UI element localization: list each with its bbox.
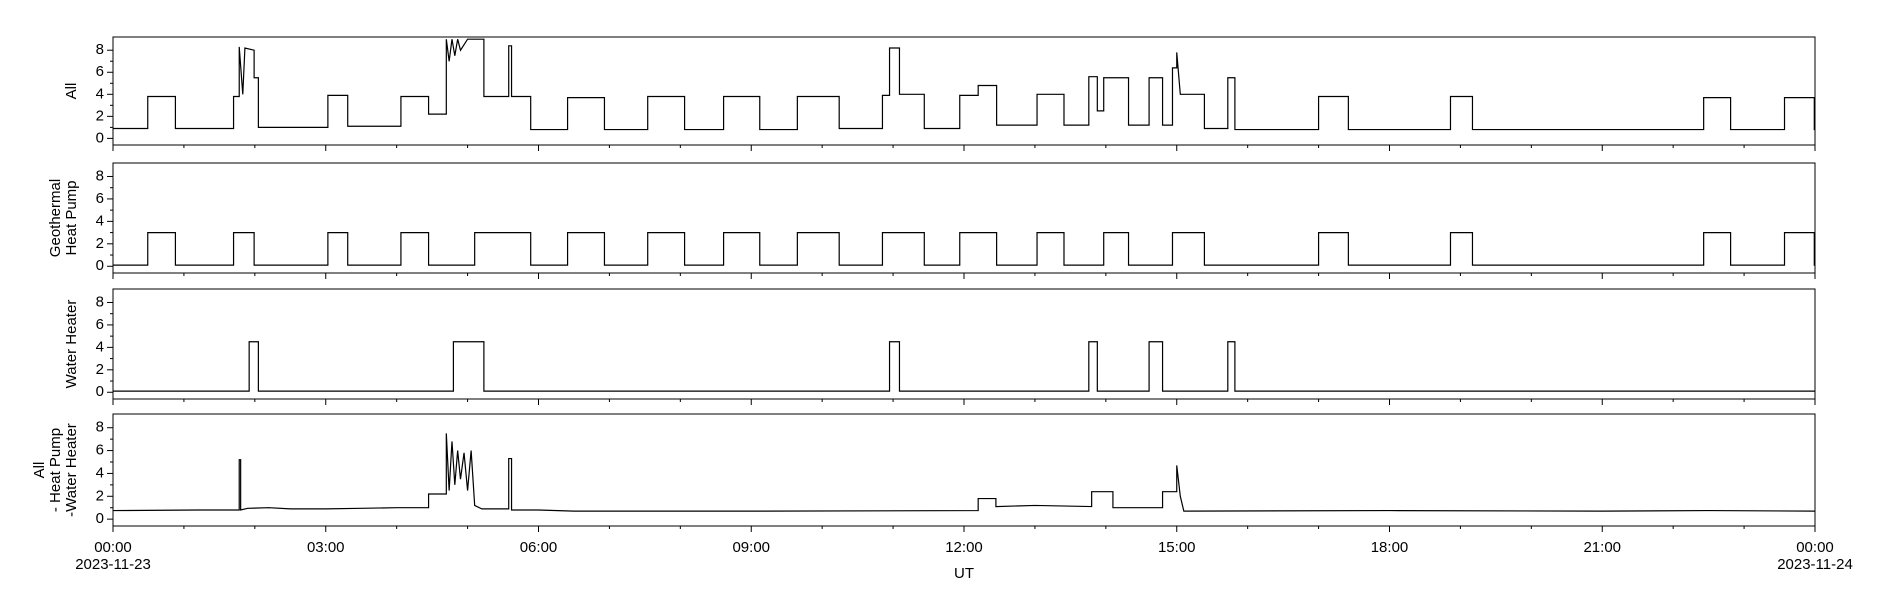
y-tick-label: 0 — [96, 383, 104, 400]
y-tick-label: 0 — [96, 510, 104, 527]
y-axis-label: All - Heat Pump -Water Heater — [31, 423, 80, 517]
x-axis-label: UT — [954, 565, 974, 582]
x-tick-label: 21:00 — [1583, 539, 1621, 556]
y-tick-label: 0 — [96, 257, 104, 274]
y-tick-label: 4 — [96, 338, 104, 355]
y-tick-label: 2 — [96, 235, 104, 252]
data-line — [113, 341, 1815, 392]
x-tick-label: 00:00 — [94, 539, 132, 556]
x-tick-label: 06:00 — [520, 539, 558, 556]
x-tick-label: 12:00 — [945, 539, 983, 556]
y-axis-label-line: Water Heater — [63, 300, 80, 389]
y-axis-label-line: Geothermal — [47, 179, 64, 257]
y-tick-label: 8 — [96, 293, 104, 310]
x-tick-label: 00:00 — [1796, 539, 1834, 556]
y-tick-label: 2 — [96, 361, 104, 378]
y-tick-label: 2 — [96, 487, 104, 504]
y-axis-label-line: - Heat Pump — [47, 428, 64, 512]
y-tick-label: 6 — [96, 316, 104, 333]
y-tick-label: 6 — [96, 63, 104, 80]
x-tick-label: 18:00 — [1371, 539, 1409, 556]
x-tick-label: 15:00 — [1158, 539, 1196, 556]
y-axis-label: Water Heater — [63, 300, 80, 389]
x-tick-label: 03:00 — [307, 539, 345, 556]
y-axis-label-line: -Water Heater — [63, 423, 80, 517]
x-tick-label: 09:00 — [732, 539, 770, 556]
y-tick-label: 0 — [96, 129, 104, 146]
y-axis-label: Geothermal Heat Pump — [47, 179, 80, 257]
y-tick-label: 6 — [96, 190, 104, 207]
plot-frame — [112, 36, 1816, 146]
data-line — [113, 231, 1815, 266]
date-label: 2023-11-24 — [1777, 556, 1853, 573]
y-tick-label: 6 — [96, 442, 104, 459]
y-tick-label: 2 — [96, 107, 104, 124]
data-line — [113, 38, 1815, 131]
y-tick-label: 4 — [96, 85, 104, 102]
y-axis-label-line: Heat Pump — [63, 180, 80, 255]
y-tick-label: 4 — [96, 464, 104, 481]
plot-frame — [112, 288, 1816, 400]
y-tick-label: 8 — [96, 419, 104, 436]
y-axis-label-line: All — [63, 83, 80, 100]
data-line — [112, 433, 1816, 512]
plot-frame — [112, 413, 1816, 527]
y-tick-label: 8 — [96, 167, 104, 184]
plot-frame — [112, 162, 1816, 274]
date-label: 2023-11-23 — [75, 556, 151, 573]
y-tick-label: 4 — [96, 212, 104, 229]
y-axis-label-line: All — [31, 462, 48, 479]
y-tick-label: 8 — [96, 41, 104, 58]
y-axis-label: All — [63, 83, 80, 100]
